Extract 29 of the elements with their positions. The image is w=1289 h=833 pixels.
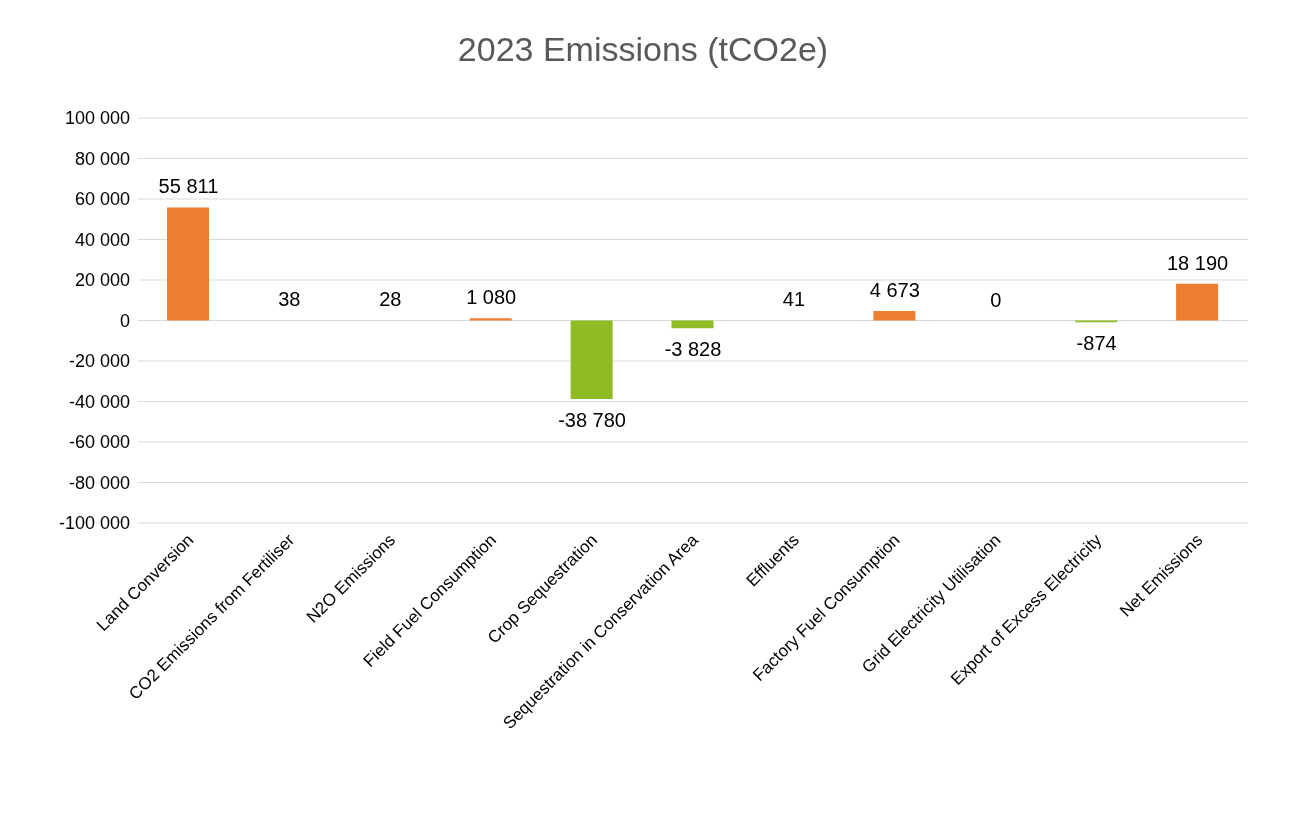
- data-label: 38: [278, 288, 301, 311]
- data-label: 0: [990, 288, 1002, 311]
- bar: [570, 320, 613, 400]
- bar: [671, 320, 714, 329]
- y-tick-label: -80 000: [68, 472, 130, 493]
- y-tick-label: 20 000: [74, 270, 130, 291]
- data-label: 4 673: [869, 279, 920, 302]
- y-tick-label: 60 000: [74, 189, 130, 210]
- data-label: -3 828: [664, 338, 722, 361]
- y-tick-label: 80 000: [74, 148, 130, 169]
- data-label: -874: [1076, 332, 1117, 355]
- y-tick-label: -40 000: [68, 391, 130, 412]
- data-label: -38 780: [558, 409, 627, 432]
- data-label: 28: [379, 288, 402, 311]
- y-tick-label: -20 000: [68, 351, 130, 372]
- data-label: 41: [782, 288, 806, 311]
- data-label: 1 080: [466, 286, 517, 309]
- y-tick-label: -100 000: [58, 513, 130, 534]
- chart-title: 2023 Emissions (tCO2e): [456, 29, 830, 70]
- bar: [469, 318, 512, 321]
- y-tick-label: 100 000: [64, 108, 130, 129]
- y-tick-label: 40 000: [74, 229, 130, 250]
- y-tick-label: 0: [119, 310, 130, 331]
- y-tick-label: -60 000: [68, 432, 130, 453]
- bar: [167, 207, 209, 321]
- bar: [873, 311, 916, 321]
- bar: [1176, 283, 1219, 321]
- data-label: 18 190: [1166, 251, 1229, 274]
- data-label: 55 811: [158, 175, 219, 198]
